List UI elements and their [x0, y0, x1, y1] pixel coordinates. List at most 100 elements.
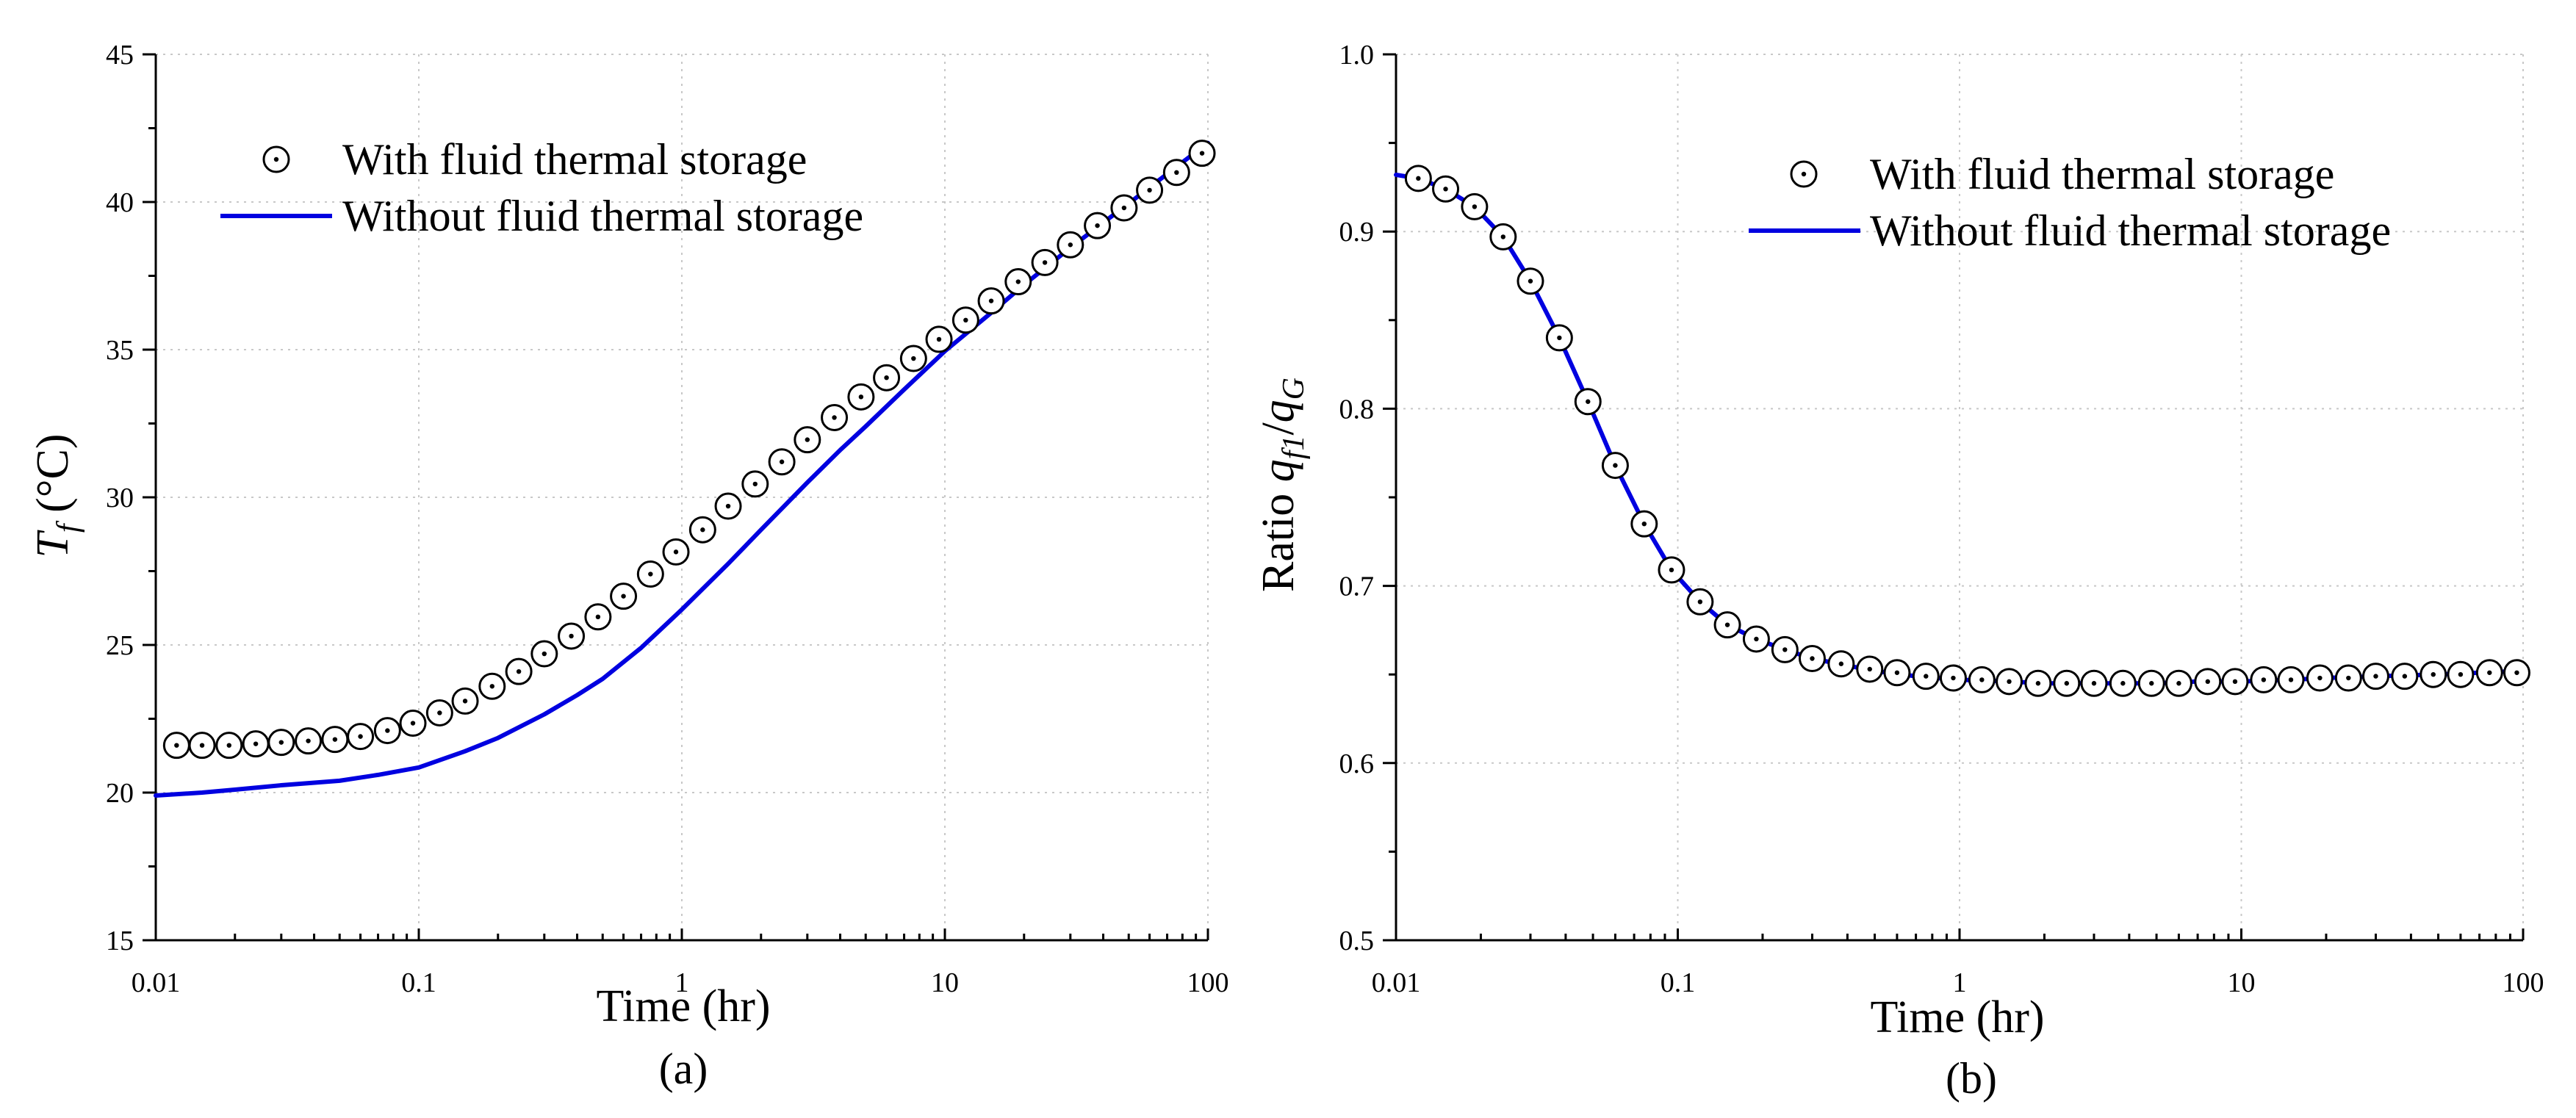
- chart-b-data-point: [2306, 664, 2334, 692]
- chart-b-data-point: [1939, 664, 1967, 692]
- chart-b-legend-label-line: Without fluid thermal storage: [1870, 206, 2391, 255]
- chart-a-data-point: [1084, 212, 1112, 239]
- chart-b-x-tick-label: 0.1: [1661, 967, 1696, 998]
- chart-a-data-point: [373, 717, 401, 745]
- chart-a-line-series: [154, 140, 1210, 798]
- chart-a-data-point: [295, 727, 323, 755]
- chart-b-panel-label: (b): [1946, 1054, 1997, 1103]
- chart-b-axes: [1383, 53, 2525, 942]
- chart-a-grid: [156, 54, 1209, 940]
- chart-a-tick-labels: 0.01 0.1 1 10 100 15 20 25 30 35 40 45: [106, 40, 1229, 998]
- chart-a-data-point: [1004, 268, 1032, 296]
- chart-b-y-tick-label: 0.8: [1339, 394, 1375, 425]
- chart-b-data-point: [1771, 635, 1799, 663]
- chart-b-legend: With fluid thermal storage Without fluid…: [1749, 150, 2391, 255]
- chart-a-y-axis-title-unit: (°C): [28, 433, 78, 524]
- chart-b-data-point: [2391, 663, 2419, 690]
- chart-a-axes: [143, 53, 1209, 942]
- chart-b-y-axis-title-q1: q: [1253, 459, 1303, 482]
- chart-a-y-tick-label: 25: [106, 630, 134, 661]
- chart-b-x-tick-label: 100: [2503, 967, 2544, 998]
- chart-a-data-point: [399, 710, 427, 737]
- chart-b-data-point: [1574, 388, 1602, 416]
- chart-a-data-point: [794, 426, 821, 454]
- chart-b-data-point: [1489, 223, 1517, 250]
- chart-a-legend-label-markers: With fluid thermal storage: [342, 135, 807, 184]
- chart-a-data-point: [347, 723, 375, 751]
- chart-a-legend: With fluid thermal storage Without fluid…: [220, 135, 863, 240]
- chart-a-data-point: [768, 448, 796, 476]
- chart-a-data-point: [873, 364, 901, 392]
- chart-a-data-point: [688, 516, 716, 544]
- chart-b-data-point: [2250, 666, 2278, 693]
- chart-a-data-point: [321, 726, 349, 754]
- chart-a-x-tick-label: 100: [1187, 967, 1229, 998]
- chart-b-data-point: [1686, 588, 1714, 616]
- chart-b-data-point: [2109, 669, 2137, 697]
- chart-b-legend-label-markers: With fluid thermal storage: [1870, 150, 2334, 198]
- chart-a-y-tick-label: 35: [106, 335, 134, 366]
- chart-a-panel-label: (a): [659, 1045, 708, 1093]
- chart-b-data-point: [2194, 668, 2222, 696]
- chart-a-data-point: [425, 699, 453, 726]
- chart-b-y-axis-title-prefix: Ratio: [1253, 482, 1303, 592]
- chart-a-legend-label-line: Without fluid thermal storage: [342, 192, 863, 240]
- chart-a-line-without-storage: [154, 140, 1210, 798]
- chart-b-data-point: [2024, 669, 2052, 697]
- chart-a-y-tick-label: 15: [106, 926, 134, 956]
- chart-b-data-point: [1630, 510, 1658, 538]
- chart-b-data-point: [2420, 660, 2447, 688]
- chart-b-y-tick-label: 0.6: [1339, 749, 1375, 779]
- chart-b-data-point: [1996, 668, 2023, 696]
- chart-b-y-axis-title-slash: /: [1253, 422, 1303, 436]
- chart-a-data-point: [636, 560, 664, 588]
- chart-a-data-point: [188, 732, 216, 760]
- chart-b-x-axis-title: Time (hr): [1870, 992, 2044, 1042]
- chart-b-data-point: [2503, 659, 2530, 687]
- chart-a-y-axis-title: Tf (°C): [28, 433, 85, 558]
- chart-b-data-point: [1968, 666, 1996, 693]
- chart-b-data-point: [1545, 324, 1573, 352]
- chart-a-data-point: [530, 640, 558, 668]
- chart-a-y-tick-label: 45: [106, 40, 134, 71]
- chart-a-data-point: [584, 603, 612, 631]
- chart-a-data-point: [610, 583, 638, 610]
- chart-b-marker-series: [1404, 165, 2530, 697]
- chart-a-data-point: [1031, 248, 1059, 276]
- chart-b-x-tick-label: 0.01: [1372, 967, 1421, 998]
- chart-a-data-point: [1188, 140, 1216, 167]
- chart-b-data-point: [1658, 556, 1685, 584]
- chart-b-data-point: [1912, 663, 1940, 690]
- chart-a-data-point: [1110, 194, 1138, 222]
- chart-a-data-point: [977, 287, 1005, 315]
- chart-b-data-point: [1517, 267, 1544, 295]
- chart-b: 0.01 0.1 1 10 100 0.5 0.6 0.7 0.8 0.9 1.0 Time (hr…: [1253, 40, 2544, 1103]
- chart-b-grid: [1396, 54, 2524, 940]
- chart-a-x-tick-label: 0.01: [132, 967, 181, 998]
- chart-b-legend-marker: [1790, 160, 1818, 188]
- chart-a-x-tick-label: 1: [675, 967, 689, 998]
- chart-b-x-tick-label: 10: [2228, 967, 2256, 998]
- chart-a-marker-series: [162, 140, 1216, 760]
- chart-a-y-tick-label: 30: [106, 483, 134, 513]
- chart-b-data-point: [2475, 659, 2503, 687]
- chart-a-x-tick-label: 10: [931, 967, 959, 998]
- chart-a-x-axis-title: Time (hr): [596, 981, 770, 1031]
- chart-a-data-point: [821, 403, 849, 431]
- chart-a-data-point: [505, 657, 533, 685]
- chart-b-y-axis-title: Ratio qf1/qG: [1253, 378, 1311, 592]
- chart-b-data-point: [1798, 644, 1826, 672]
- chart-b-y-tick-label: 0.9: [1339, 217, 1375, 248]
- chart-a: 0.01 0.1 1 10 100 15 20 25 30 35 40 45 Time (hr) (a…: [28, 40, 1229, 1093]
- chart-a-data-point: [558, 622, 586, 650]
- chart-a-data-point: [1057, 231, 1084, 259]
- chart-b-data-point: [1883, 659, 1911, 687]
- chart-b-y-tick-label: 0.7: [1339, 571, 1375, 602]
- chart-b-data-point: [1827, 650, 1855, 678]
- chart-b-data-point: [1856, 655, 1884, 683]
- chart-a-data-point: [925, 325, 953, 353]
- chart-a-x-tick-label: 0.1: [401, 967, 436, 998]
- chart-b-data-point: [1461, 192, 1489, 220]
